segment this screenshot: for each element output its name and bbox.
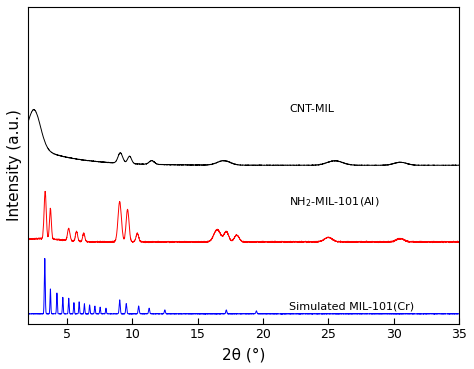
X-axis label: 2θ (°): 2θ (°): [222, 347, 265, 362]
Text: CNT-MIL: CNT-MIL: [289, 104, 334, 114]
Text: Simulated MIL-101(Cr): Simulated MIL-101(Cr): [289, 302, 414, 312]
Y-axis label: Intensity (a.u.): Intensity (a.u.): [7, 109, 22, 221]
Text: NH$_2$-MIL-101(Al): NH$_2$-MIL-101(Al): [289, 196, 380, 209]
